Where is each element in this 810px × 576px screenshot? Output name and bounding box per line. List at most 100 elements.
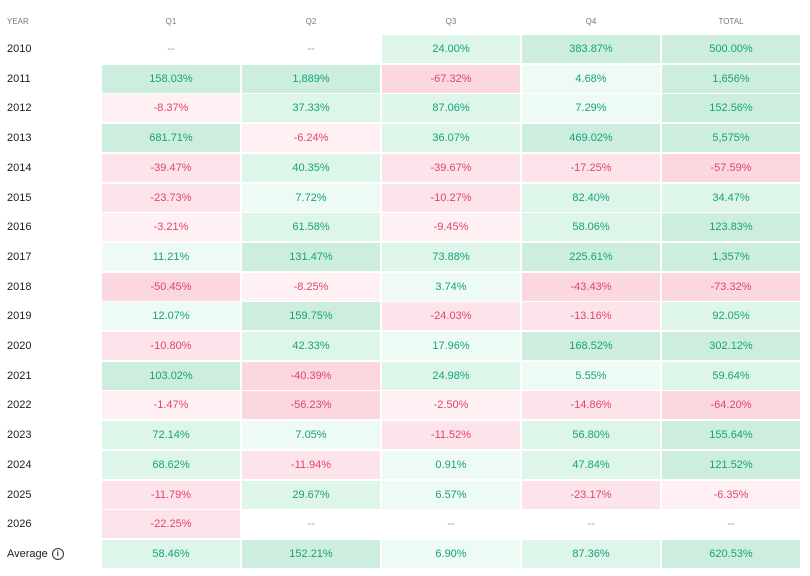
cell-2013-q1: 681.71% bbox=[102, 124, 240, 153]
cell-2012-q1: -8.37% bbox=[102, 94, 240, 123]
row-label-text: 2024 bbox=[7, 458, 32, 471]
cell-2012-q3: 87.06% bbox=[382, 94, 520, 123]
info-icon[interactable]: i bbox=[51, 547, 64, 560]
row-label-text: 2025 bbox=[7, 488, 32, 501]
cell-2010-q4: 383.87% bbox=[522, 35, 660, 63]
cell-2017-q1: 11.21% bbox=[102, 242, 240, 271]
cell-2021-q1: 103.02% bbox=[102, 361, 240, 390]
cell-2013-q3: 36.07% bbox=[382, 124, 520, 153]
row-label-2023: 2023 bbox=[7, 421, 99, 449]
cell-2022-q4: -14.86% bbox=[522, 391, 660, 420]
cell-2018-q3: 3.74% bbox=[382, 272, 520, 301]
cell-2026-q2: -- bbox=[242, 510, 380, 539]
row-label-text: 2022 bbox=[7, 399, 32, 412]
row-label-2010: 2010 bbox=[7, 35, 99, 63]
cell-2016-q2: 61.58% bbox=[242, 213, 380, 242]
cell-2018-q4: -43.43% bbox=[522, 272, 660, 301]
cell-2024-q2: -11.94% bbox=[242, 450, 380, 479]
cell-2025-q4: -23.17% bbox=[522, 480, 660, 509]
cell-average-q1: 58.46% bbox=[102, 539, 240, 568]
cell-2011-q3: -67.32% bbox=[382, 64, 520, 93]
cell-2021-q3: 24.98% bbox=[382, 361, 520, 390]
row-label-2014: 2014 bbox=[7, 154, 99, 182]
cell-2017-q3: 73.88% bbox=[382, 242, 520, 271]
cell-2023-q2: 7.05% bbox=[242, 421, 380, 450]
cell-2019-q4: -13.16% bbox=[522, 302, 660, 331]
cell-2019-total: 92.05% bbox=[662, 302, 800, 331]
cell-2014-total: -57.59% bbox=[662, 153, 800, 182]
cell-2020-q4: 168.52% bbox=[522, 332, 660, 360]
row-label-text: 2021 bbox=[7, 369, 32, 382]
cell-2022-q2: -56.23% bbox=[242, 391, 380, 420]
header-q1: Q1 bbox=[165, 17, 177, 26]
cell-2013-q4: 469.02% bbox=[522, 124, 660, 153]
cell-2023-q3: -11.52% bbox=[382, 421, 520, 450]
row-label-2024: 2024 bbox=[7, 451, 99, 479]
header-q3: Q3 bbox=[445, 17, 457, 26]
row-label-2017: 2017 bbox=[7, 243, 99, 271]
cell-2022-q1: -1.47% bbox=[102, 391, 240, 420]
cell-2015-q2: 7.72% bbox=[242, 183, 380, 212]
row-label-text: 2017 bbox=[7, 250, 32, 263]
cell-2019-q2: 159.75% bbox=[242, 302, 380, 331]
cell-average-q2: 152.21% bbox=[242, 539, 380, 568]
row-label-2026: 2026 bbox=[7, 510, 99, 538]
row-label-text: 2023 bbox=[7, 429, 32, 442]
cell-2024-q3: 0.91% bbox=[382, 450, 520, 479]
row-label-text: 2026 bbox=[7, 518, 32, 531]
cell-2017-total: 1,357% bbox=[662, 242, 800, 271]
row-label-2018: 2018 bbox=[7, 273, 99, 301]
cell-2011-q4: 4.68% bbox=[522, 64, 660, 93]
cell-2017-q2: 131.47% bbox=[242, 242, 380, 271]
cell-2017-q4: 225.61% bbox=[522, 242, 660, 271]
cell-2014-q1: -39.47% bbox=[102, 153, 240, 182]
header-total: TOTAL bbox=[718, 17, 744, 26]
cell-2013-total: 5,575% bbox=[662, 124, 800, 153]
cell-2023-q1: 72.14% bbox=[102, 421, 240, 450]
row-label-text: Average bbox=[7, 547, 48, 560]
cell-average-q3: 6.90% bbox=[382, 539, 520, 568]
row-label-2016: 2016 bbox=[7, 213, 99, 241]
cell-2014-q4: -17.25% bbox=[522, 153, 660, 182]
cell-2021-q2: -40.39% bbox=[242, 361, 380, 390]
cell-2012-q4: 7.29% bbox=[522, 94, 660, 123]
cell-2013-q2: -6.24% bbox=[242, 124, 380, 153]
row-label-2011: 2011 bbox=[7, 65, 99, 93]
cell-2025-q2: 29.67% bbox=[242, 480, 380, 509]
cell-2020-q1: -10.80% bbox=[102, 332, 240, 360]
row-label-2019: 2019 bbox=[7, 302, 99, 330]
row-label-text: 2011 bbox=[7, 72, 31, 85]
cell-2010-total: 500.00% bbox=[662, 35, 800, 63]
row-label-text: 2012 bbox=[7, 102, 32, 115]
row-label-text: 2020 bbox=[7, 340, 32, 352]
cell-2011-q2: 1,889% bbox=[242, 64, 380, 93]
cell-2016-total: 123.83% bbox=[662, 213, 800, 242]
cell-2018-total: -73.32% bbox=[662, 272, 800, 301]
row-label-2015: 2015 bbox=[7, 184, 99, 212]
cell-2019-q1: 12.07% bbox=[102, 302, 240, 331]
cell-2016-q4: 58.06% bbox=[522, 213, 660, 242]
cell-2014-q2: 40.35% bbox=[242, 153, 380, 182]
cell-2020-q2: 42.33% bbox=[242, 332, 380, 360]
row-label-2012: 2012 bbox=[7, 94, 99, 122]
cell-2026-q1: -22.25% bbox=[102, 510, 240, 539]
header-q2: Q2 bbox=[305, 17, 317, 26]
cell-2026-total: -- bbox=[662, 510, 800, 539]
row-label-text: 2015 bbox=[7, 191, 32, 204]
row-label-2021: 2021 bbox=[7, 362, 99, 390]
cell-2015-q3: -10.27% bbox=[382, 183, 520, 212]
cell-2024-q1: 68.62% bbox=[102, 450, 240, 479]
row-label-2013: 2013 bbox=[7, 124, 99, 152]
cell-average-total: 620.53% bbox=[662, 539, 800, 568]
cell-2018-q2: -8.25% bbox=[242, 272, 380, 301]
cell-2023-q4: 56.80% bbox=[522, 421, 660, 450]
cell-2012-q2: 37.33% bbox=[242, 94, 380, 123]
cell-2025-q3: 6.57% bbox=[382, 480, 520, 509]
cell-2023-total: 155.64% bbox=[662, 421, 800, 450]
cell-2014-q3: -39.67% bbox=[382, 153, 520, 182]
cell-2016-q3: -9.45% bbox=[382, 213, 520, 242]
cell-2025-total: -6.35% bbox=[662, 480, 800, 509]
row-label-text: 2018 bbox=[7, 280, 32, 293]
cell-2010-q1: -- bbox=[102, 35, 240, 63]
